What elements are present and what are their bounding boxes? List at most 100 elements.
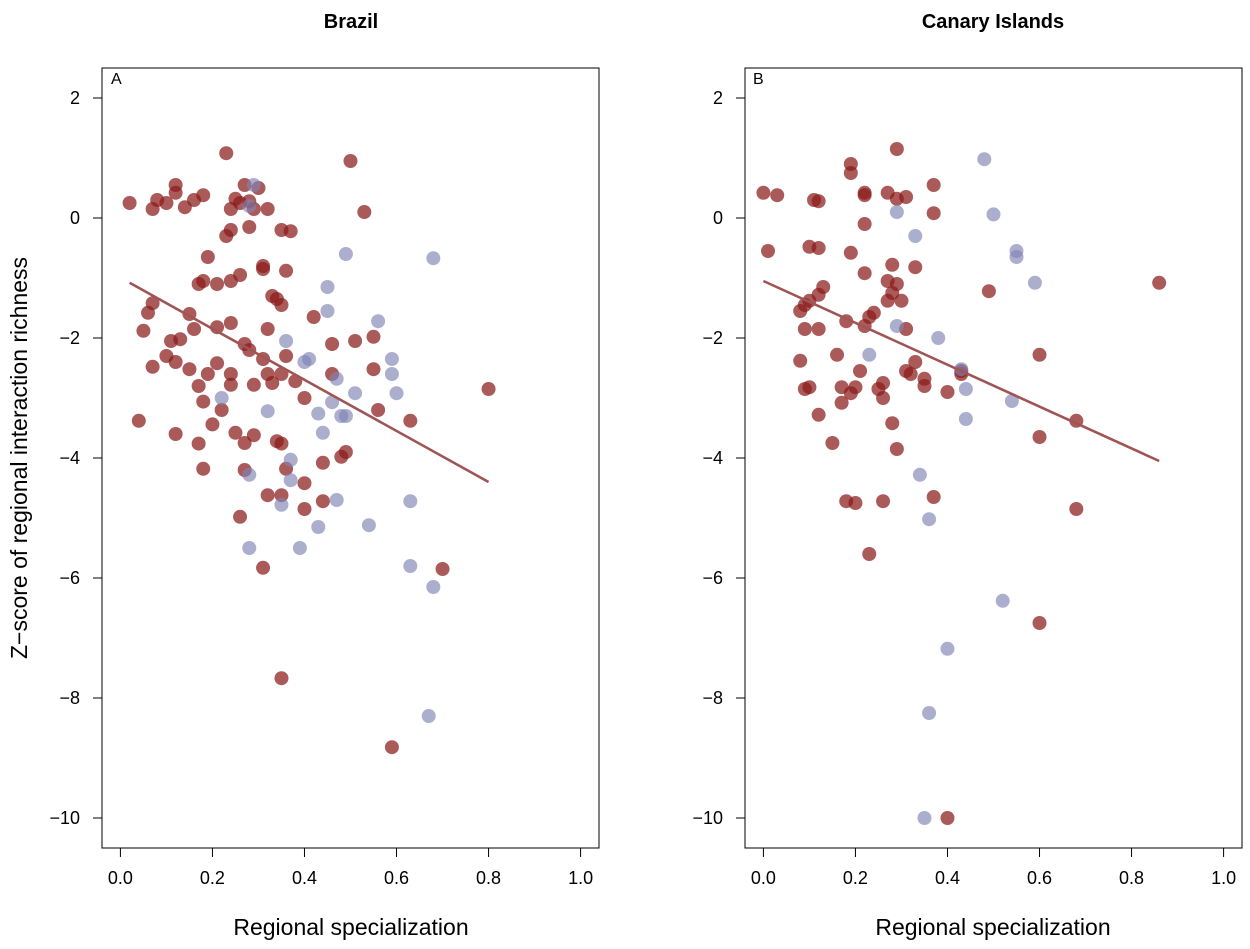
data-point-red xyxy=(908,260,923,275)
panel-letter-b: B xyxy=(753,71,764,88)
data-point-blue xyxy=(889,319,904,333)
data-point-blue xyxy=(260,404,275,419)
data-point-blue xyxy=(958,382,973,396)
data-point-red xyxy=(885,416,900,431)
data-point-red xyxy=(246,428,261,443)
data-point-red xyxy=(159,196,174,210)
axis-ticks-brazil: 0.0 0.2 0.4 0.6 0.8 1.0 2 0 −2 −4 −6 −8 −10 xyxy=(49,88,593,888)
data-point-blue xyxy=(917,811,932,825)
data-point-red xyxy=(279,263,294,278)
data-point-red xyxy=(223,223,238,237)
data-point-blue xyxy=(214,391,229,405)
data-point-blue xyxy=(274,497,289,512)
data-point-red xyxy=(214,403,229,417)
data-point-blue xyxy=(384,352,399,366)
data-point-red xyxy=(200,367,215,381)
data-point-red xyxy=(857,188,872,203)
regression-brazil xyxy=(128,281,490,484)
data-point-red xyxy=(260,488,275,503)
data-point-red xyxy=(173,332,188,347)
data-point-blue xyxy=(279,334,294,348)
data-point-red xyxy=(866,305,881,320)
data-point-blue xyxy=(315,425,330,440)
x-tick-label: 1.0 xyxy=(568,868,593,888)
data-point-red xyxy=(848,380,863,395)
data-point-red xyxy=(131,413,146,428)
data-point-red xyxy=(260,202,275,216)
y-axis-label: Z−score of regional interaction richness xyxy=(6,257,32,659)
data-point-red xyxy=(940,385,955,399)
data-point-red xyxy=(246,377,261,392)
data-point-red xyxy=(876,494,891,509)
data-point-blue xyxy=(242,467,257,482)
data-point-red xyxy=(811,407,826,422)
data-point-red xyxy=(366,329,381,344)
data-point-red xyxy=(325,337,340,351)
data-point-red xyxy=(843,166,858,180)
data-point-red xyxy=(770,188,785,203)
data-point-red xyxy=(196,274,211,288)
data-point-red xyxy=(853,364,868,378)
data-point-blue xyxy=(292,541,307,555)
data-point-red xyxy=(917,379,932,393)
data-point-blue xyxy=(283,452,298,467)
data-point-red xyxy=(274,671,289,686)
data-point-blue xyxy=(320,280,335,294)
data-point-red xyxy=(894,293,909,308)
data-point-blue xyxy=(889,205,904,219)
data-point-blue xyxy=(320,304,335,318)
data-point-red xyxy=(403,413,418,428)
data-point-blue xyxy=(1009,250,1024,264)
data-point-red xyxy=(274,298,289,312)
y-tick-label: −4 xyxy=(59,448,80,468)
data-point-red xyxy=(366,362,381,377)
x-tick-label: 1.0 xyxy=(1211,868,1236,888)
x-tick-label: 0.4 xyxy=(935,868,960,888)
data-point-red xyxy=(481,382,496,396)
data-point-blue xyxy=(421,709,436,723)
x-tick-label: 0.8 xyxy=(476,868,501,888)
data-point-red xyxy=(876,376,891,390)
data-point-blue xyxy=(246,178,261,192)
data-point-red xyxy=(899,190,914,204)
data-point-blue xyxy=(242,541,257,555)
data-point-red xyxy=(348,334,363,348)
data-point-blue xyxy=(862,347,877,362)
data-point-blue xyxy=(403,559,418,573)
data-point-red xyxy=(210,277,225,291)
data-point-red xyxy=(862,547,877,561)
data-point-red xyxy=(1032,347,1047,362)
data-point-blue xyxy=(329,493,344,507)
data-point-blue xyxy=(384,367,399,381)
data-point-red xyxy=(283,224,298,239)
data-point-red xyxy=(940,811,955,825)
x-tick-label: 0.4 xyxy=(292,868,317,888)
x-axis-label-brazil: Regional specialization xyxy=(233,914,468,940)
data-point-red xyxy=(908,355,923,369)
chart-title-brazil: Brazil xyxy=(324,11,378,33)
data-point-blue xyxy=(986,207,1001,222)
data-point-blue xyxy=(311,520,326,534)
data-point-blue xyxy=(302,352,317,366)
data-point-red xyxy=(811,194,826,209)
x-axis-label-canary-islands: Regional specialization xyxy=(875,914,1110,940)
data-points-brazil xyxy=(122,146,496,755)
data-point-red xyxy=(200,250,215,264)
data-point-blue xyxy=(371,314,386,329)
axis-ticks-canary-islands: 0.0 0.2 0.4 0.6 0.8 1.0 2 0 −2 −4 −6 −8 −10 xyxy=(692,88,1236,888)
data-point-red xyxy=(315,455,330,470)
y-tick-label: −2 xyxy=(702,328,723,348)
panel-brazil: Brazil A Regional specialization 0.0 0.2 0… xyxy=(49,11,600,940)
data-point-red xyxy=(145,296,160,311)
data-point-blue xyxy=(311,406,326,421)
data-point-red xyxy=(168,355,183,369)
data-point-blue xyxy=(361,518,376,533)
data-point-red xyxy=(926,490,941,504)
data-point-red xyxy=(357,205,372,219)
regression-canary-islands xyxy=(762,279,1160,463)
x-tick-label: 0.6 xyxy=(384,868,409,888)
data-point-blue xyxy=(338,247,353,261)
data-point-red xyxy=(256,262,271,276)
regression-line xyxy=(128,281,490,484)
data-point-blue xyxy=(940,641,955,656)
